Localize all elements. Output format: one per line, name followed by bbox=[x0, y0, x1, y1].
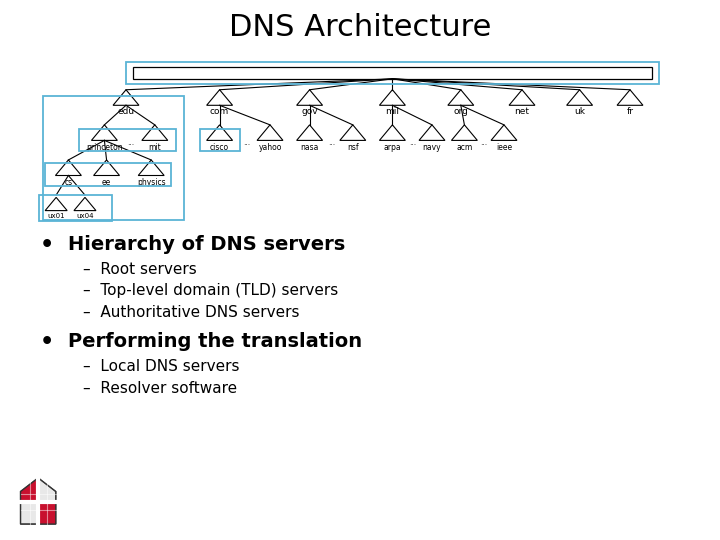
Text: Hierarchy of DNS servers: Hierarchy of DNS servers bbox=[68, 235, 346, 254]
Text: –  Top-level domain (TLD) servers: – Top-level domain (TLD) servers bbox=[83, 284, 338, 299]
Text: yahoo: yahoo bbox=[258, 143, 282, 152]
Text: arpa: arpa bbox=[384, 143, 401, 152]
Text: ···: ··· bbox=[409, 141, 416, 151]
Text: •: • bbox=[40, 332, 54, 352]
Text: navy: navy bbox=[423, 143, 441, 152]
Text: cs: cs bbox=[64, 178, 73, 187]
Text: ieee: ieee bbox=[496, 143, 512, 152]
Text: ee: ee bbox=[102, 178, 111, 187]
Text: Performing the translation: Performing the translation bbox=[68, 332, 363, 351]
Text: –  Resolver software: – Resolver software bbox=[83, 381, 237, 396]
Text: –  Authoritative DNS servers: – Authoritative DNS servers bbox=[83, 305, 300, 320]
Bar bbox=[133, 67, 652, 79]
Polygon shape bbox=[20, 478, 38, 502]
Text: cisco: cisco bbox=[210, 143, 229, 152]
Text: gov: gov bbox=[301, 107, 318, 117]
Text: mit: mit bbox=[148, 143, 161, 152]
Text: uk: uk bbox=[574, 107, 585, 117]
Text: ···: ··· bbox=[328, 141, 335, 151]
Text: –  Local DNS servers: – Local DNS servers bbox=[83, 359, 239, 374]
Text: nsf: nsf bbox=[347, 143, 359, 152]
Text: ux01: ux01 bbox=[48, 213, 65, 219]
Text: DNS Architecture: DNS Architecture bbox=[229, 14, 491, 43]
Text: ···: ··· bbox=[127, 141, 135, 151]
Polygon shape bbox=[38, 502, 56, 524]
Text: physics: physics bbox=[137, 178, 166, 187]
Text: fr: fr bbox=[626, 107, 634, 117]
Text: net: net bbox=[515, 107, 529, 117]
Text: mil: mil bbox=[385, 107, 400, 117]
Polygon shape bbox=[20, 478, 56, 524]
Text: acm: acm bbox=[456, 143, 472, 152]
Text: edu: edu bbox=[117, 107, 135, 117]
Text: ···: ··· bbox=[480, 141, 487, 151]
Text: org: org bbox=[454, 107, 468, 117]
Text: nasa: nasa bbox=[300, 143, 319, 152]
Text: •: • bbox=[40, 235, 54, 255]
Text: ···: ··· bbox=[243, 141, 251, 151]
Text: princeton: princeton bbox=[86, 143, 122, 152]
Text: –  Root servers: – Root servers bbox=[83, 262, 197, 277]
Text: ux04: ux04 bbox=[76, 213, 94, 219]
Text: com: com bbox=[210, 107, 229, 117]
